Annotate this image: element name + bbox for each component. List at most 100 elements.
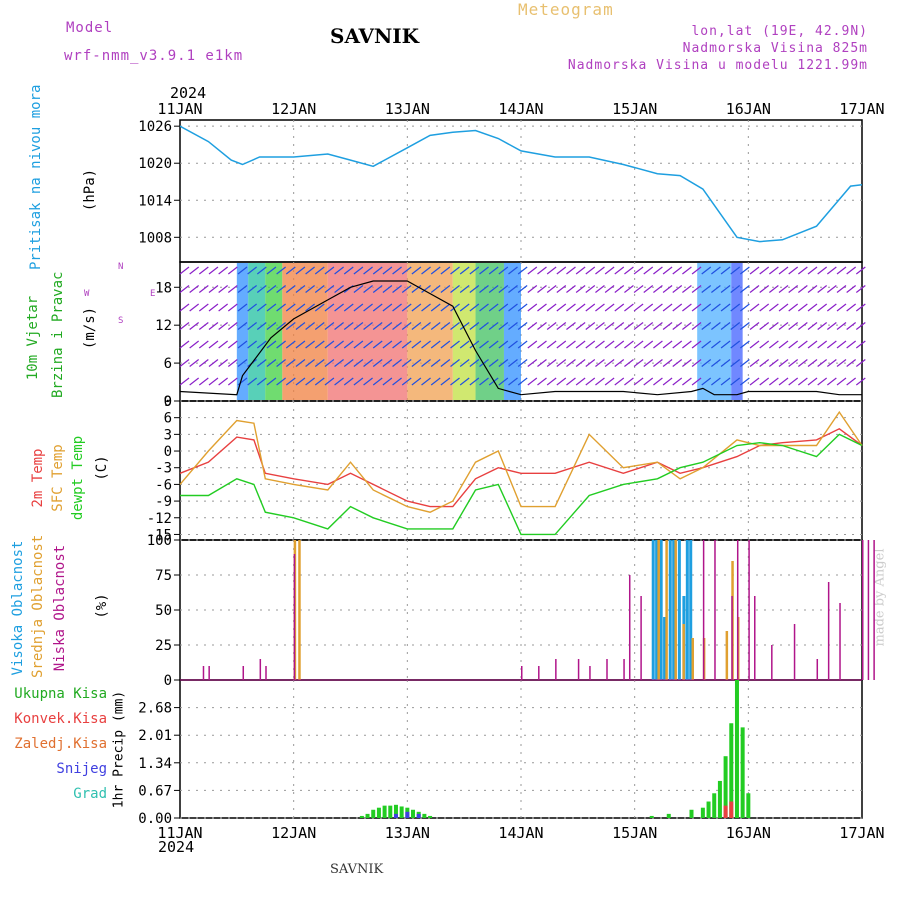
snow-bar bbox=[416, 813, 421, 818]
wind-barb bbox=[227, 303, 238, 312]
total-rain-bar bbox=[689, 809, 694, 818]
high-cloud-bar bbox=[685, 540, 689, 680]
wind-barb bbox=[179, 359, 190, 367]
wind-barb bbox=[730, 359, 741, 367]
wind-barb bbox=[701, 359, 712, 367]
x-tick-top: 13JAN bbox=[385, 100, 430, 118]
y-tick-label: 18 bbox=[155, 280, 172, 296]
wind-barb bbox=[237, 340, 248, 349]
wind-barb bbox=[353, 285, 364, 293]
wind-barb bbox=[643, 266, 654, 275]
wind-barb bbox=[450, 266, 460, 275]
wind-barb bbox=[817, 359, 828, 367]
wind-barb bbox=[498, 359, 509, 367]
wind-barb bbox=[633, 340, 644, 349]
wind-barb bbox=[595, 340, 605, 349]
high-cloud-bar bbox=[659, 540, 663, 680]
wind-barb bbox=[682, 303, 692, 312]
wind-barb bbox=[227, 377, 238, 386]
wind-barb bbox=[759, 285, 770, 293]
wind-barb bbox=[450, 322, 460, 330]
wind-barb bbox=[653, 377, 663, 386]
wind-barb bbox=[836, 340, 847, 349]
wind-barb bbox=[653, 266, 663, 275]
wind-barb bbox=[778, 322, 789, 330]
total-rain-bar bbox=[399, 806, 404, 818]
high-cloud-bar bbox=[655, 540, 659, 680]
wind-barb bbox=[208, 322, 219, 330]
wind-barb bbox=[817, 322, 828, 330]
wind-barb bbox=[759, 303, 770, 312]
wind-barb bbox=[585, 359, 596, 367]
wind-barb bbox=[537, 359, 547, 367]
wind-barb bbox=[392, 359, 402, 367]
wind-barb bbox=[421, 266, 431, 275]
wind-barb bbox=[266, 377, 277, 386]
model-altitude-label: Nadmorska Visina u modelu 1221.99m bbox=[567, 58, 868, 73]
wind-barb bbox=[440, 285, 451, 293]
mid-cloud-bar bbox=[657, 540, 660, 680]
wind-barb bbox=[720, 377, 731, 386]
wind-barb bbox=[604, 359, 615, 367]
y-tick-label: 100 bbox=[147, 533, 172, 549]
wind-barb bbox=[575, 322, 586, 330]
wind-barb bbox=[846, 377, 857, 386]
wind-barb bbox=[855, 359, 866, 367]
wind-barb bbox=[334, 322, 344, 330]
wind-barb bbox=[179, 377, 190, 386]
wind-barb bbox=[836, 303, 847, 312]
wind-barb bbox=[566, 322, 576, 330]
wind-barb bbox=[517, 340, 528, 349]
wind-barb bbox=[411, 266, 422, 275]
wind-barb bbox=[537, 340, 547, 349]
wind-barb bbox=[498, 285, 509, 293]
wind-barb bbox=[208, 266, 219, 275]
wind-barb bbox=[653, 303, 663, 312]
y-tick-label: 6 bbox=[164, 411, 172, 427]
wind-barb bbox=[662, 285, 673, 293]
x-tick-bottom: 15JAN bbox=[612, 824, 657, 842]
wind-barb bbox=[382, 322, 393, 330]
wind-barb bbox=[450, 303, 460, 312]
wind-barb bbox=[411, 303, 422, 312]
wind-barb bbox=[372, 359, 383, 367]
wind-barb bbox=[527, 322, 538, 330]
low-cloud-bar bbox=[623, 659, 625, 680]
wind-barb bbox=[295, 266, 306, 275]
wind-field bbox=[327, 263, 408, 400]
wind-barb bbox=[353, 303, 364, 312]
total-rain-bar bbox=[359, 815, 364, 818]
wind-barb bbox=[179, 303, 190, 312]
wind-barb bbox=[855, 303, 866, 312]
wind-barb bbox=[276, 340, 286, 349]
wind-barb bbox=[276, 303, 286, 312]
wind-barb bbox=[788, 322, 799, 330]
wind-barb bbox=[624, 285, 634, 293]
wind-barb bbox=[585, 266, 596, 275]
wind-barb bbox=[768, 359, 779, 367]
wind-barb bbox=[363, 303, 373, 312]
wind-barb bbox=[295, 285, 306, 293]
wind-barb bbox=[556, 285, 567, 293]
wind-barb bbox=[633, 322, 644, 330]
wind-barb bbox=[324, 340, 335, 349]
wind-barb bbox=[198, 359, 209, 367]
conv-rain-bar bbox=[723, 805, 728, 818]
wind-barb bbox=[430, 285, 441, 293]
wind-field bbox=[407, 263, 453, 400]
wind-barb bbox=[392, 377, 402, 386]
wind-barb bbox=[701, 340, 712, 349]
wind-barb bbox=[179, 285, 190, 293]
wind-barb bbox=[662, 266, 673, 275]
wind-barb bbox=[363, 266, 373, 275]
wind-barb bbox=[372, 266, 383, 275]
wind-barb bbox=[247, 322, 258, 330]
wind-barb bbox=[459, 285, 470, 293]
wind-barb bbox=[682, 340, 692, 349]
wind-barb bbox=[218, 303, 229, 312]
wind-barb bbox=[556, 340, 567, 349]
total-rain-bar bbox=[649, 815, 654, 818]
wind-barb bbox=[392, 266, 402, 275]
wind-barb bbox=[421, 340, 431, 349]
